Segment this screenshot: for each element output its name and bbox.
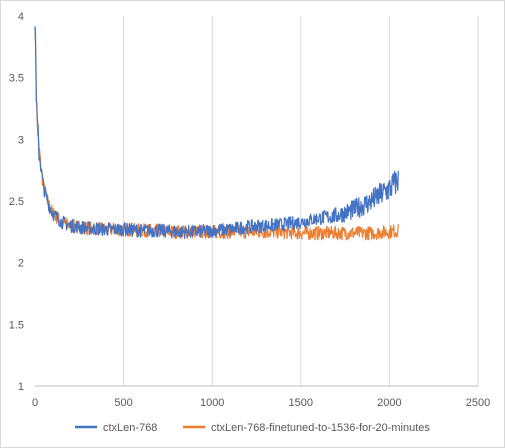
x-tick-label: 1500 bbox=[289, 397, 313, 409]
series-line-2 bbox=[34, 27, 399, 241]
y-tick-label: 1 bbox=[18, 381, 24, 393]
x-tick-label: 500 bbox=[114, 397, 132, 409]
x-tick-label: 2500 bbox=[466, 397, 490, 409]
legend-label-series-2: ctxLen-768-finetuned-to-1536-for-20-minu… bbox=[211, 422, 430, 434]
x-tick-label: 0 bbox=[32, 397, 38, 409]
y-tick-label: 3.5 bbox=[9, 73, 24, 85]
x-tick-label: 1000 bbox=[200, 397, 224, 409]
y-tick-label: 1.5 bbox=[9, 319, 24, 331]
legend-label-series-1: ctxLen-768 bbox=[103, 422, 157, 434]
y-tick-label: 3 bbox=[18, 134, 24, 146]
y-tick-label: 4 bbox=[18, 11, 24, 23]
x-tick-labels: 0 500 1000 1500 2000 2500 bbox=[32, 397, 490, 409]
y-tick-label: 2.5 bbox=[9, 196, 24, 208]
series-lines bbox=[34, 26, 399, 241]
y-tick-labels: 1 1.5 2 2.5 3 3.5 4 bbox=[9, 11, 24, 393]
legend: ctxLen-768 ctxLen-768-finetuned-to-1536-… bbox=[75, 422, 430, 434]
x-tick-label: 2000 bbox=[377, 397, 401, 409]
grid-lines bbox=[123, 16, 479, 386]
y-tick-label: 2 bbox=[18, 258, 24, 270]
series-line-1 bbox=[34, 26, 399, 240]
